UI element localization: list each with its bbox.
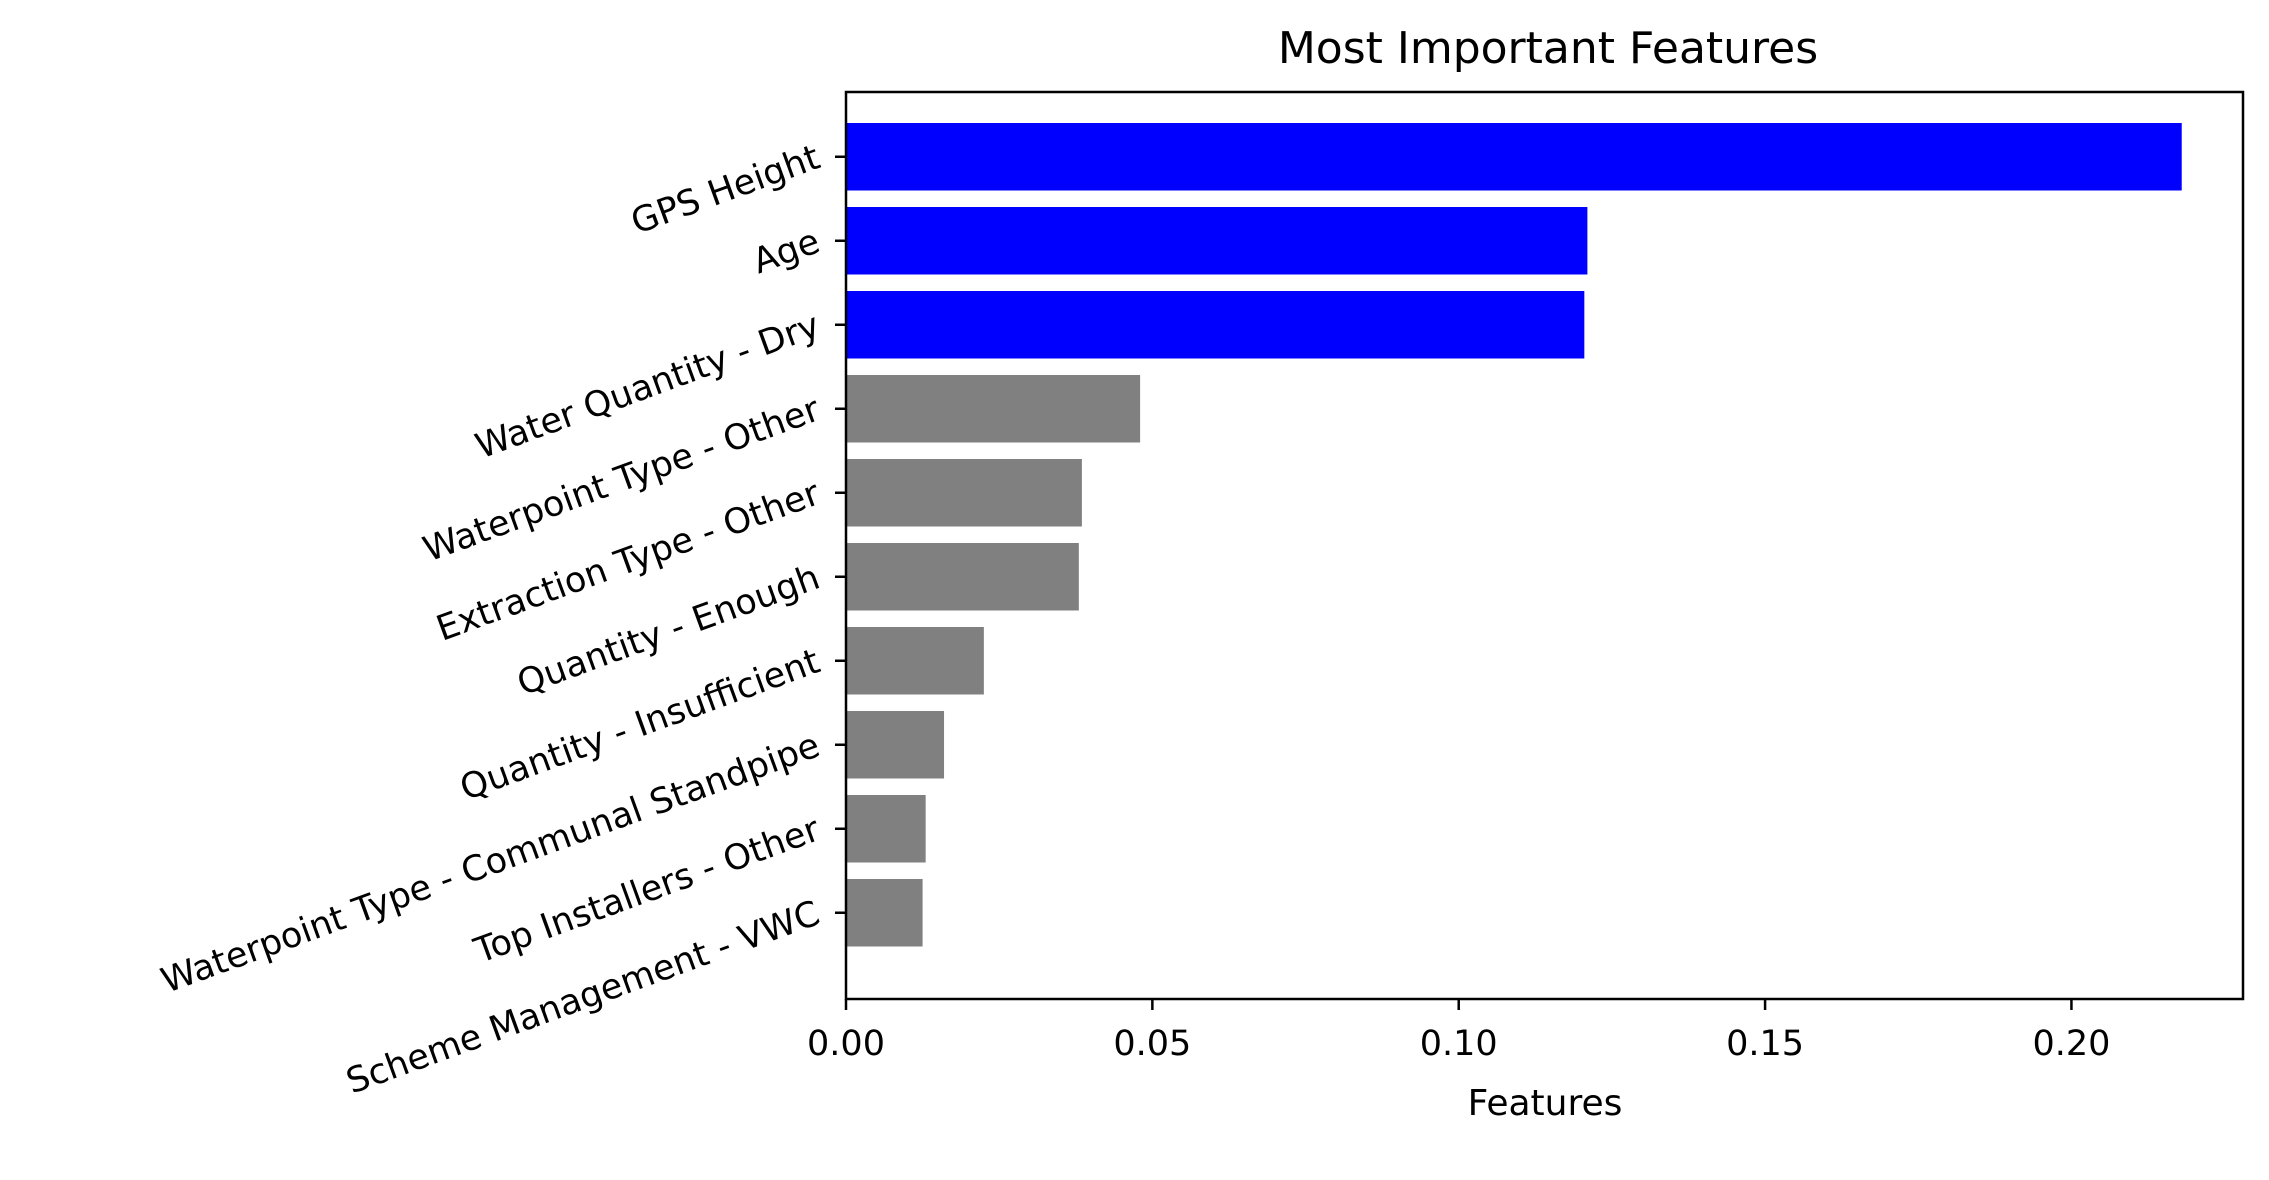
x-tick-label: 0.20 bbox=[2032, 1024, 2110, 1064]
bars-group bbox=[846, 123, 2182, 947]
x-axis-label: Features bbox=[1468, 1083, 1623, 1124]
x-tick-label: 0.00 bbox=[807, 1024, 885, 1064]
bar-2 bbox=[846, 291, 1585, 359]
x-tick-label: 0.15 bbox=[1726, 1024, 1804, 1064]
x-tick-label: 0.05 bbox=[1113, 1024, 1191, 1064]
plot-frame bbox=[844, 90, 2245, 1001]
chart-title: Most Important Features bbox=[1278, 23, 1818, 74]
bar-8 bbox=[846, 795, 926, 863]
bar-6 bbox=[846, 627, 984, 695]
bar-3 bbox=[846, 375, 1141, 443]
bar-9 bbox=[846, 879, 923, 947]
bar-0 bbox=[846, 123, 2182, 191]
x-axis-ticks: 0.00 0.05 0.10 0.15 0.20 bbox=[807, 999, 2110, 1064]
bar-1 bbox=[846, 207, 1588, 275]
bar-5 bbox=[846, 543, 1079, 611]
y-tick-label: Extraction Type - Other bbox=[431, 473, 825, 649]
bar-7 bbox=[846, 711, 945, 779]
y-tick-label: Quantity - Insufficient bbox=[455, 642, 825, 809]
x-tick-label: 0.10 bbox=[1420, 1024, 1498, 1064]
y-tick-label: Age bbox=[748, 222, 825, 283]
bar-4 bbox=[846, 459, 1082, 527]
